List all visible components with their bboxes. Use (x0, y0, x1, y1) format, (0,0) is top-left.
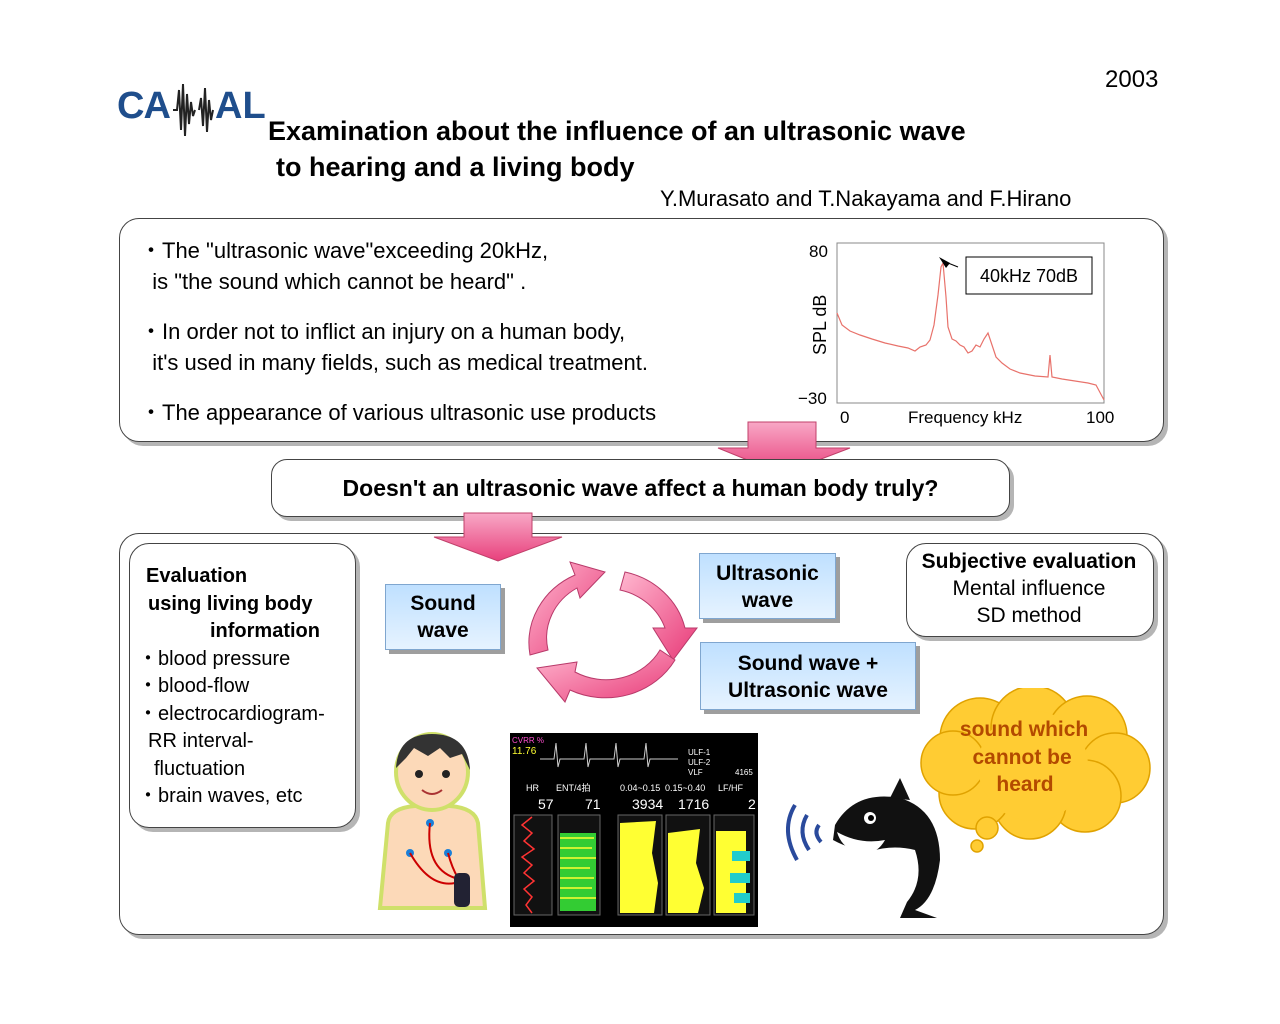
svg-text:2: 2 (748, 796, 756, 812)
authors: Y.Murasato and T.Nakayama and F.Hirano (660, 186, 1072, 211)
svg-text:CVRR %: CVRR % (512, 736, 544, 745)
svg-text:ULF-2: ULF-2 (688, 758, 711, 767)
svg-text:ENT/4拍: ENT/4拍 (556, 782, 591, 793)
svg-text:4165: 4165 (735, 768, 753, 777)
svg-text:HR: HR (526, 783, 539, 793)
evaluation-box (129, 543, 356, 828)
evaluation-text: Evaluation using living body information… (138, 565, 325, 807)
intro-bullet-2: ・In order not to inflict an injury on a … (140, 319, 648, 375)
intro-bullet-1: ・The "ultrasonic wave"exceeding 20kHz, i… (140, 238, 549, 294)
svg-text:AL: AL (215, 85, 265, 127)
y-axis-label: SPL dB (810, 295, 830, 355)
camal-logo: CA AL (117, 83, 265, 137)
question-box: Doesn't an ultrasonic wave affect a huma… (271, 459, 1010, 517)
svg-text:0.15~0.40: 0.15~0.40 (665, 783, 705, 793)
intro-bullet-3: ・The appearance of various ultrasonic us… (140, 400, 657, 425)
subjective-box (906, 543, 1154, 637)
sound-wave-box: Sound wave (385, 584, 501, 650)
thought-cloud: sound which cannot be heard (920, 688, 1151, 853)
title-line-2: to hearing and a living body (276, 152, 635, 182)
svg-text:CA: CA (117, 85, 170, 127)
down-arrow-2 (433, 512, 563, 562)
ultrasonic-wave-box: Ultrasonic wave (699, 553, 836, 619)
svg-text:VLF: VLF (688, 768, 703, 777)
question-text: Doesn't an ultrasonic wave affect a huma… (342, 475, 939, 501)
svg-text:57: 57 (538, 796, 554, 812)
title-line-1: Examination about the influence of an ul… (268, 116, 966, 146)
y-min-label: −30 (798, 389, 827, 408)
svg-text:ULF-1: ULF-1 (688, 748, 711, 757)
svg-text:LF/HF: LF/HF (718, 783, 744, 793)
spectrum-chart: 40kHz 70dB 80 −30 SPL dB 0 Frequency kHz… (798, 242, 1114, 427)
spectrum-line (836, 260, 1105, 401)
combined-wave-box: Sound wave + Ultrasonic wave (700, 642, 916, 710)
x-max-label: 100 (1086, 408, 1114, 427)
svg-text:3934: 3934 (632, 796, 663, 812)
subjective-text: Subjective evaluation Mental influence S… (921, 550, 1137, 627)
person-illustration (377, 732, 488, 910)
page-title: Examination about the influence of an ul… (268, 113, 966, 185)
svg-text:0.04~0.15: 0.04~0.15 (620, 783, 660, 793)
dolphin-illustration (786, 778, 940, 918)
svg-text:71: 71 (585, 796, 601, 812)
svg-text:1716: 1716 (678, 796, 709, 812)
y-max-label: 80 (809, 242, 828, 261)
cycle-arrows (528, 561, 698, 703)
svg-text:sound which cannot be: sound which cannot be heard (960, 718, 1094, 796)
spectrum-annotation: 40kHz 70dB (980, 266, 1078, 286)
hrv-monitor-screenshot: CVRR % 11.76 ULF-1 ULF-2 VLF 4165 HR ENT… (510, 733, 758, 927)
svg-text:11.76: 11.76 (512, 746, 537, 757)
x-min-label: 0 (840, 408, 849, 427)
year-label: 2003 (1105, 66, 1159, 93)
x-axis-label: Frequency kHz (908, 408, 1022, 427)
